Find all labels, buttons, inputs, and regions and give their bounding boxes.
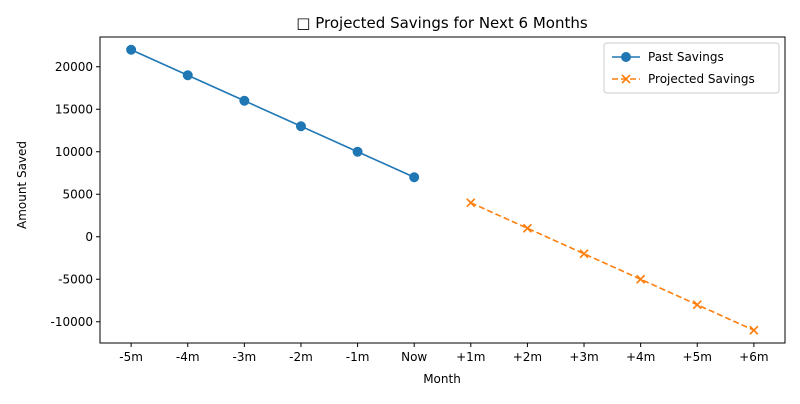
axes-frame	[99, 36, 786, 344]
data-point-0	[295, 121, 306, 132]
data-point-1-stroke	[522, 223, 532, 233]
x-tick-label: +3m	[569, 350, 598, 364]
data-point-1	[579, 249, 589, 259]
legend-marker-0	[621, 52, 631, 62]
x-tick-label: -4m	[176, 350, 200, 364]
data-point-0	[126, 44, 137, 55]
y-axis-label: Amount Saved	[15, 141, 29, 229]
data-point-1	[522, 223, 532, 233]
legend-label-1: Projected Savings	[648, 72, 755, 86]
x-axis-label: Month	[423, 372, 461, 386]
series-line-1	[470, 202, 755, 331]
x-tick-label: +4m	[626, 350, 655, 364]
x-tick-label: +6m	[739, 350, 768, 364]
data-point-0	[352, 146, 363, 157]
x-tick-label: -3m	[233, 350, 257, 364]
data-point-1-stroke	[636, 274, 646, 284]
legend: Past Savings Projected Savings	[603, 42, 780, 94]
y-tick-label: 10000	[55, 145, 93, 159]
legend-marker-1-stroke	[621, 74, 631, 84]
data-point-1-stroke	[579, 249, 589, 259]
x-tick-label: -2m	[289, 350, 313, 364]
data-point-1	[466, 198, 476, 208]
legend-box	[603, 42, 780, 94]
data-point-1-stroke	[466, 198, 476, 208]
x-tick-label: +2m	[513, 350, 542, 364]
x-tick-label: +1m	[456, 350, 485, 364]
legend-label-0: Past Savings	[648, 50, 724, 64]
data-point-0	[409, 172, 420, 183]
y-tick-label: -5000	[58, 272, 93, 286]
x-tick-label: -5m	[119, 350, 143, 364]
data-point-1	[692, 300, 702, 310]
data-point-1-stroke	[692, 300, 702, 310]
data-point-0	[239, 95, 250, 106]
x-tick-label: -1m	[346, 350, 370, 364]
y-tick-label: 0	[85, 230, 93, 244]
x-tick-label: Now	[401, 350, 427, 364]
data-point-1	[749, 325, 759, 335]
y-tick-label: 20000	[55, 60, 93, 74]
y-tick-label: 5000	[62, 187, 93, 201]
y-tick-label: -10000	[50, 315, 93, 329]
x-tick-label: +5m	[683, 350, 712, 364]
chart-title: □ Projected Savings for Next 6 Months	[296, 14, 588, 32]
data-point-1-stroke	[749, 325, 759, 335]
legend-marker-1	[621, 74, 631, 84]
y-tick-label: 15000	[55, 102, 93, 116]
data-point-0	[182, 70, 193, 81]
plot-area: -5m -4m -3m -2m -1m Now +1m +2m +3m +4m +5m +6m -100…	[50, 36, 786, 364]
data-point-1	[636, 274, 646, 284]
series-line-0	[130, 49, 415, 178]
